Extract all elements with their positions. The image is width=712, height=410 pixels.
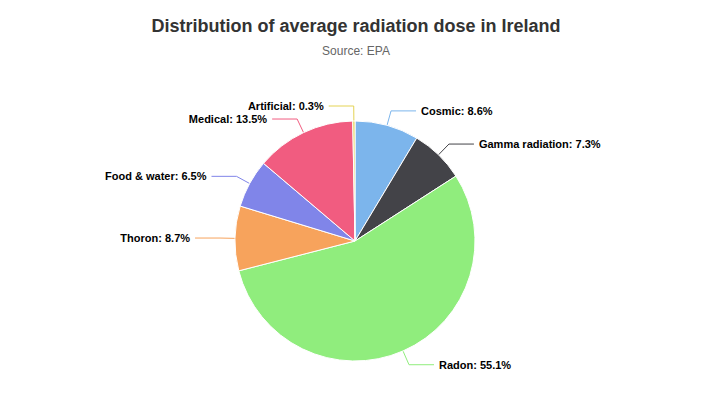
svg-text:Food & water: 6.5%: Food & water: 6.5%	[105, 170, 207, 182]
svg-text:Gamma radiation: 7.3%: Gamma radiation: 7.3%	[479, 138, 601, 150]
svg-text:Artificial: 0.3%: Artificial: 0.3%	[248, 100, 324, 112]
svg-text:Source: EPA: Source: EPA	[322, 44, 390, 58]
svg-text:Medical: 13.5%: Medical: 13.5%	[189, 113, 267, 125]
svg-text:Thoron: 8.7%: Thoron: 8.7%	[120, 232, 190, 244]
svg-text:Cosmic: 8.6%: Cosmic: 8.6%	[421, 105, 493, 117]
svg-text:Distribution of average radiat: Distribution of average radiation dose i…	[151, 16, 560, 36]
svg-text:Radon: 55.1%: Radon: 55.1%	[439, 359, 511, 371]
